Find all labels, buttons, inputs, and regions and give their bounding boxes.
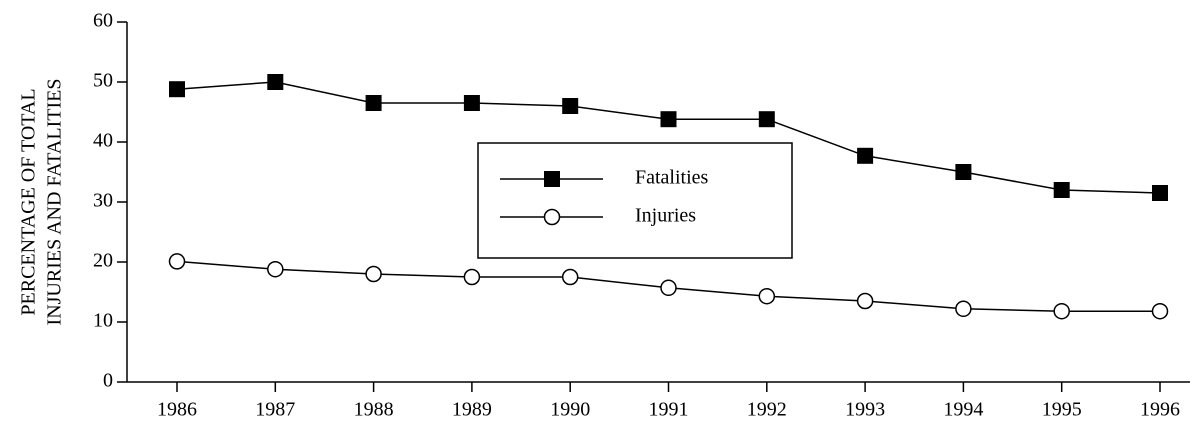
- y-tick-label: 50: [93, 70, 113, 92]
- data-point: [168, 253, 186, 270]
- y-axis-label-line: PERCENTAGE OF TOTAL: [18, 88, 40, 315]
- legend-box: [477, 142, 793, 259]
- data-point: [955, 164, 972, 180]
- data-point: [955, 300, 972, 318]
- data-point: [856, 292, 874, 310]
- data-point: [169, 81, 185, 98]
- x-tick-label: 1993: [845, 399, 885, 421]
- y-axis-label-line: INJURIES AND FATALITIES: [44, 79, 66, 326]
- y-tick-label: 20: [93, 250, 113, 272]
- data-point: [758, 111, 775, 128]
- y-tick-label: 0: [103, 370, 113, 392]
- data-point: [1151, 302, 1169, 320]
- data-point: [1053, 302, 1070, 320]
- x-tick-label: 1992: [747, 399, 787, 421]
- x-tick-label: 1996: [1140, 399, 1180, 421]
- data-point: [758, 287, 776, 305]
- data-point: [660, 279, 677, 297]
- legend-label: Injuries: [635, 205, 696, 227]
- y-tick-label: 40: [93, 130, 113, 152]
- data-point: [660, 111, 677, 128]
- x-tick-label: 1990: [550, 399, 590, 421]
- x-tick-label: 1995: [1042, 399, 1082, 421]
- x-tick-label: 1994: [943, 399, 983, 421]
- data-point: [365, 95, 382, 111]
- data-point: [463, 268, 481, 286]
- data-point: [463, 95, 480, 111]
- legend-marker: [544, 171, 560, 187]
- data-point: [267, 260, 284, 278]
- data-point: [365, 265, 382, 283]
- x-tick-label: 1991: [649, 399, 689, 421]
- data-point: [857, 147, 874, 164]
- legend-label: Fatalities: [635, 167, 709, 189]
- y-tick-label: 10: [93, 310, 113, 332]
- y-axis-label: PERCENTAGE OF TOTAL INJURIES AND FATALIT…: [18, 79, 66, 326]
- data-point: [1152, 185, 1168, 201]
- x-tick-label: 1986: [157, 399, 197, 421]
- x-tick-label: 1988: [354, 399, 394, 421]
- data-point: [267, 74, 284, 90]
- x-tick-label: 1989: [452, 399, 492, 421]
- data-point: [561, 268, 579, 286]
- y-tick-label: 30: [93, 190, 113, 212]
- data-point: [562, 98, 579, 114]
- x-tick-label: 1987: [255, 399, 295, 421]
- legend-marker: [543, 208, 561, 226]
- y-tick-label: 60: [93, 10, 113, 32]
- data-point: [1053, 182, 1070, 198]
